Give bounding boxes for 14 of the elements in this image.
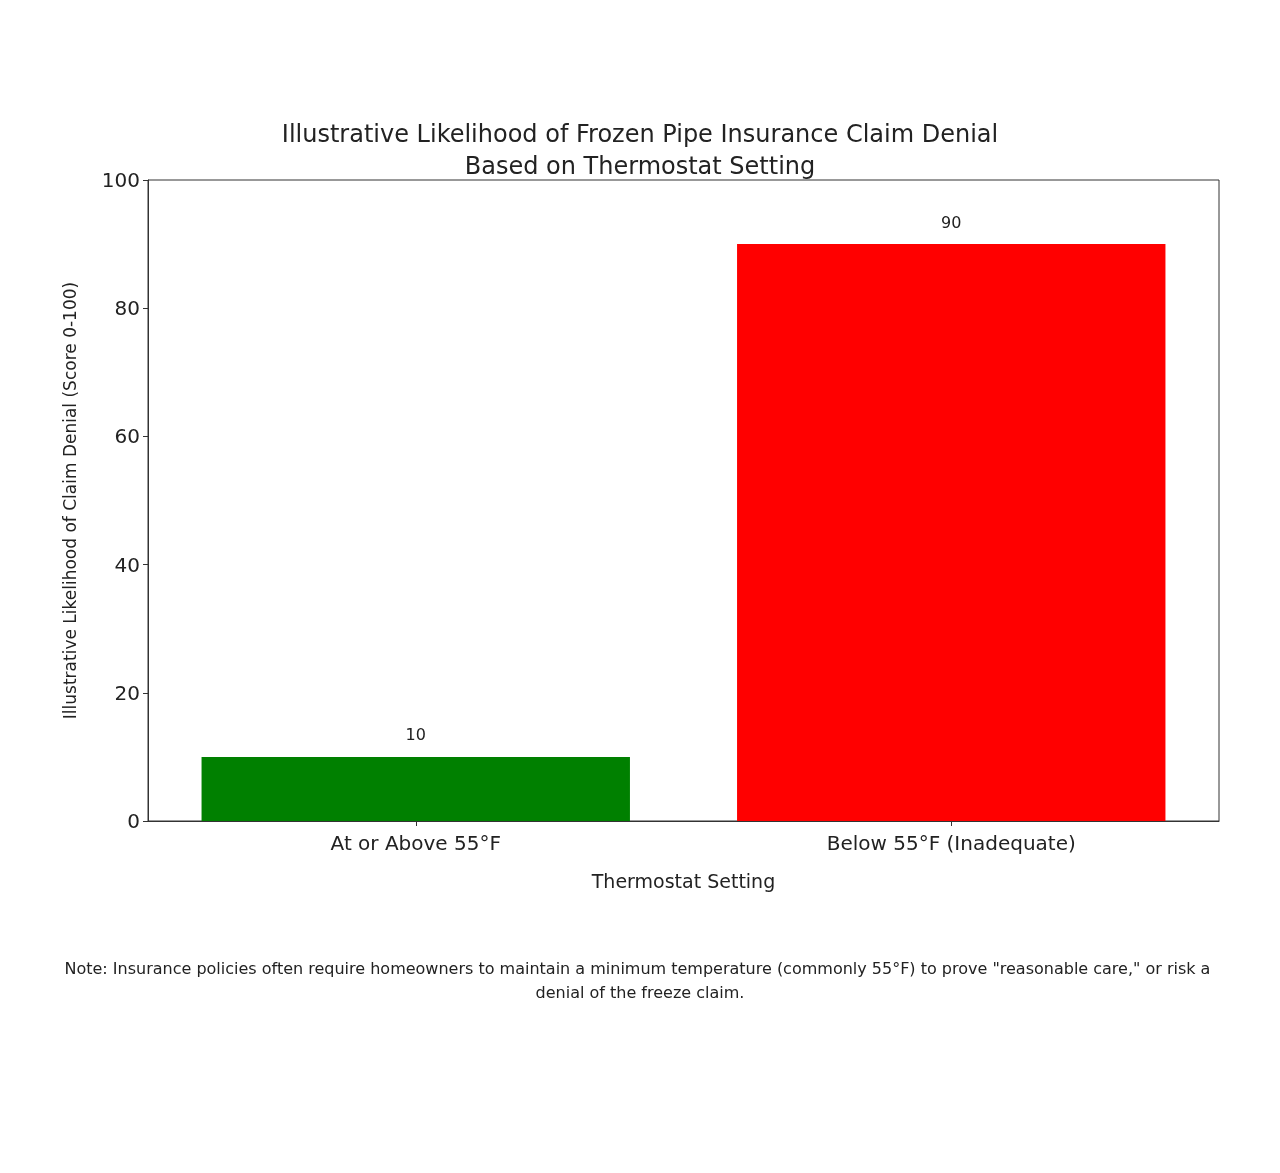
chart-title: Illustrative Likelihood of Frozen Pipe Insurance Claim Denial Based on Thermostat Setting — [281, 120, 999, 180]
data-label: 10 — [405, 725, 426, 745]
y-tick-label: 60 — [114, 424, 140, 449]
data-label: 90 — [941, 212, 962, 232]
y-tick-label: 20 — [114, 680, 140, 705]
y-tick-label: 80 — [114, 296, 140, 321]
x-tick-label: Below 55°F (Inadequate) — [826, 831, 1076, 855]
text: Note: Insurance policies often require homeowners to maintain a minimum temperature (commonly 55°F) to prove "reasonable care," or risk a denial of the freeze claim. — [64, 958, 1216, 1002]
y-tick-label: 100 — [101, 168, 140, 192]
x-tick-label: At or Above 55°F — [330, 831, 501, 855]
y-tick-label: 0 — [127, 809, 140, 833]
x-axis-title: Thermostat Setting — [590, 869, 776, 892]
y-tick-label: 40 — [114, 552, 140, 577]
y-axis-title: Illustrative Likelihood of Claim Denial (Score 0-100) — [59, 281, 80, 720]
